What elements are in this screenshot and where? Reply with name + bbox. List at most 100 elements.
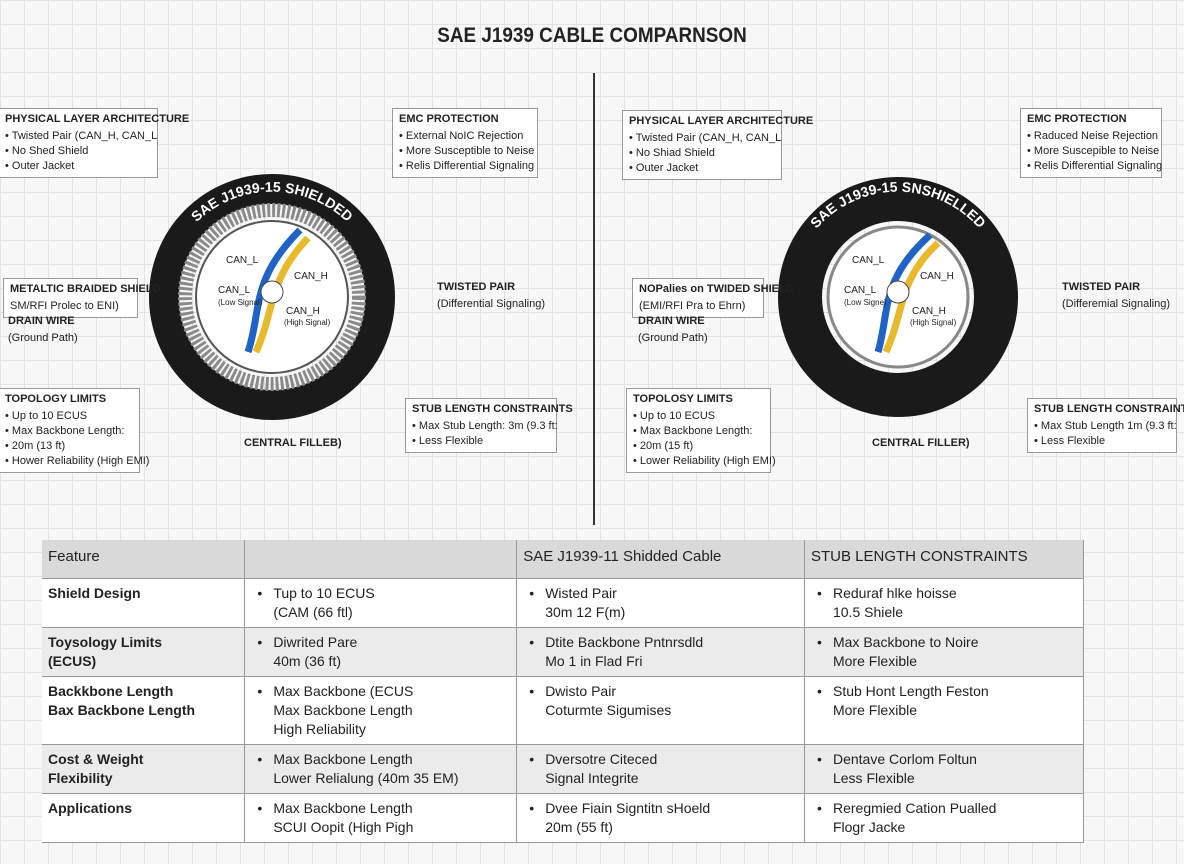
callout-line: External NoIC Rejection — [399, 129, 531, 144]
cell-line: Reregmied Cation Pualled — [811, 799, 1077, 818]
cell-line: Max Backbone to Noire — [811, 633, 1077, 652]
table-cell: Backkbone Length Bax Backbone Length — [42, 676, 246, 745]
callout-line: Max Stub Length: 3m (9.3 ft: — [412, 419, 558, 434]
callout-line: (EMI/RFI Pra to Ehrn) — [639, 300, 746, 312]
cell-line: 10.5 Shiele — [832, 604, 904, 620]
wire-label: CAN_L — [218, 285, 251, 296]
callout-line: (Ground Path) — [8, 332, 78, 344]
callout-line: 20m (13 ft) — [5, 439, 133, 454]
callout: NOPalies on TWIDED SHIELD (EMI/RFI Pra to… — [632, 278, 794, 318]
callout-line: Outer Jacket — [629, 161, 775, 176]
wire-label: CAN_L — [226, 255, 259, 266]
table-row: Cost & Weight Flexibility Max Backbone Len… — [42, 744, 1085, 794]
callout-title: METALTIC BRAIDED SHIELD — [10, 283, 161, 295]
callout: PHYSICAL LAYER ARCHITECTURE Twisted Pair … — [622, 110, 813, 180]
cable-right — [778, 177, 1018, 417]
callout-title: NOPalies on TWIDED SHIELD — [639, 283, 794, 295]
callout-title: TWISTED PAIR — [1062, 281, 1141, 293]
cell-line: Wisted Pair — [523, 584, 798, 603]
wire-label: (Low Signe) — [844, 298, 887, 307]
callout-line: Less Flexible — [412, 434, 550, 449]
callout-title: STUB LENGTH CONSTRAINTS — [1034, 403, 1184, 415]
callout-title: TWISTED PAIR — [437, 281, 516, 293]
cell-line: More Flexible — [832, 653, 918, 669]
table-cell: Applications — [42, 793, 246, 843]
callout: TWISTED PAIR (Differential Signaling) — [437, 280, 545, 312]
callout-line: 20m (15 ft) — [633, 439, 764, 454]
table-cell: Shield Design — [42, 578, 246, 628]
callout-line: No Shed Shield — [5, 144, 151, 159]
callout: EMC PROTECTION External NoIC RejectionMor… — [392, 108, 538, 178]
wire-label: CAN_H — [294, 271, 328, 282]
cell-line: Backkbone Length — [48, 683, 174, 699]
callout-title: CENTRAL FILLEB) — [244, 437, 342, 449]
callout-line: Raduced Neise Rejection — [1027, 129, 1158, 144]
callout-line: Hower Reliability (High EMI) — [5, 454, 150, 469]
cell-line: Dwisto Pair — [523, 682, 798, 701]
callout-line: Less Flexible — [1034, 434, 1170, 449]
callout-title: DRAIN WIRE — [638, 315, 705, 327]
wire-label: (High Signal) — [910, 318, 957, 327]
callout-line: Outer Jacket — [5, 159, 151, 174]
wire-label: CAN_H — [286, 306, 320, 317]
callout-title: PHYSICAL LAYER ARCHITECTURE — [5, 113, 190, 125]
callout: EMC PROTECTION Raduced Neise RejectionMor… — [1020, 108, 1162, 178]
cell-line: Mo 1 in Flad Fri — [545, 653, 643, 669]
wire-label: CAN_L — [844, 285, 877, 296]
callout-line: SM/RFI Prolec to ENI) — [10, 300, 119, 312]
cell-line: Reduraf hlke hoisse — [811, 584, 1077, 603]
wire-label: (High Signal) — [284, 318, 331, 327]
callout-line: (Ground Path) — [638, 332, 708, 344]
callout-line: Up to 10 ECUS — [633, 409, 764, 424]
callout-title: TOPOLOGY LIMITS — [5, 393, 107, 405]
cell-line: Less Flexible — [832, 770, 915, 786]
wire-label: CAN_H — [912, 306, 946, 317]
callout: TWISTED PAIR (Differemial Signaling) — [1062, 280, 1170, 312]
cell-line: (ECUS) — [48, 653, 97, 669]
callout: DRAIN WIRE (Ground Path) — [8, 314, 78, 346]
callout-title: EMC PROTECTION — [399, 113, 499, 125]
cell-line: Toysology Limits — [48, 634, 163, 650]
callout-line: More Suscepible to Neise — [1027, 144, 1159, 159]
cell-line: 30m 12 F(m) — [545, 604, 626, 620]
cell-line: Shield Design — [48, 585, 141, 601]
cell-line: Bax Backbone Length — [48, 702, 196, 718]
comparison-table: Feature SAE J1939-11 Shidded Cable STUB LE… — [42, 540, 1085, 843]
cell-line: More Flexible — [832, 702, 918, 718]
callout: METALTIC BRAIDED SHIELD SM/RFI Prolec to … — [3, 278, 161, 318]
cell-line: Dvee Fiain Signtitn sHoeld — [523, 799, 798, 818]
callout-line: Max Backbone Length: — [633, 424, 764, 439]
cell-line: 20m (55 ft) — [545, 819, 613, 835]
callout-line: Max Stub Length 1m (9.3 ft: — [1034, 419, 1177, 434]
cell-line: Max Backbone (ECUS — [251, 682, 510, 701]
callout-line: Lower Reliability (High EMI) — [633, 454, 776, 469]
cell-line: Max Backbone Length — [251, 799, 510, 818]
cell-line: Tup to 10 ECUS — [251, 584, 510, 603]
table-cell: Tup to 10 ECUS(CAM (66 ftl) — [244, 578, 518, 628]
cell-line: Dtite Backbone Pntnrsdld — [523, 633, 798, 652]
wire-label: (Low Signal) — [218, 298, 263, 307]
cell-line: High Reliability — [273, 721, 366, 737]
callout-title: CENTRAL FILLER) — [872, 437, 970, 449]
cable-left — [149, 174, 395, 420]
callout: CENTRAL FILLEB) — [244, 436, 342, 453]
callout: DRAIN WIRE (Ground Path) — [638, 314, 708, 346]
callout-line: Twisted Pair (CAN_H, CAN_L — [629, 131, 782, 146]
table-cell: Toysology Limits (ECUS) — [42, 627, 246, 677]
cell-line: (CAM (66 ftl) — [273, 604, 353, 620]
callout-line: No Shiad Shield — [629, 146, 775, 161]
header-cell — [244, 540, 518, 579]
